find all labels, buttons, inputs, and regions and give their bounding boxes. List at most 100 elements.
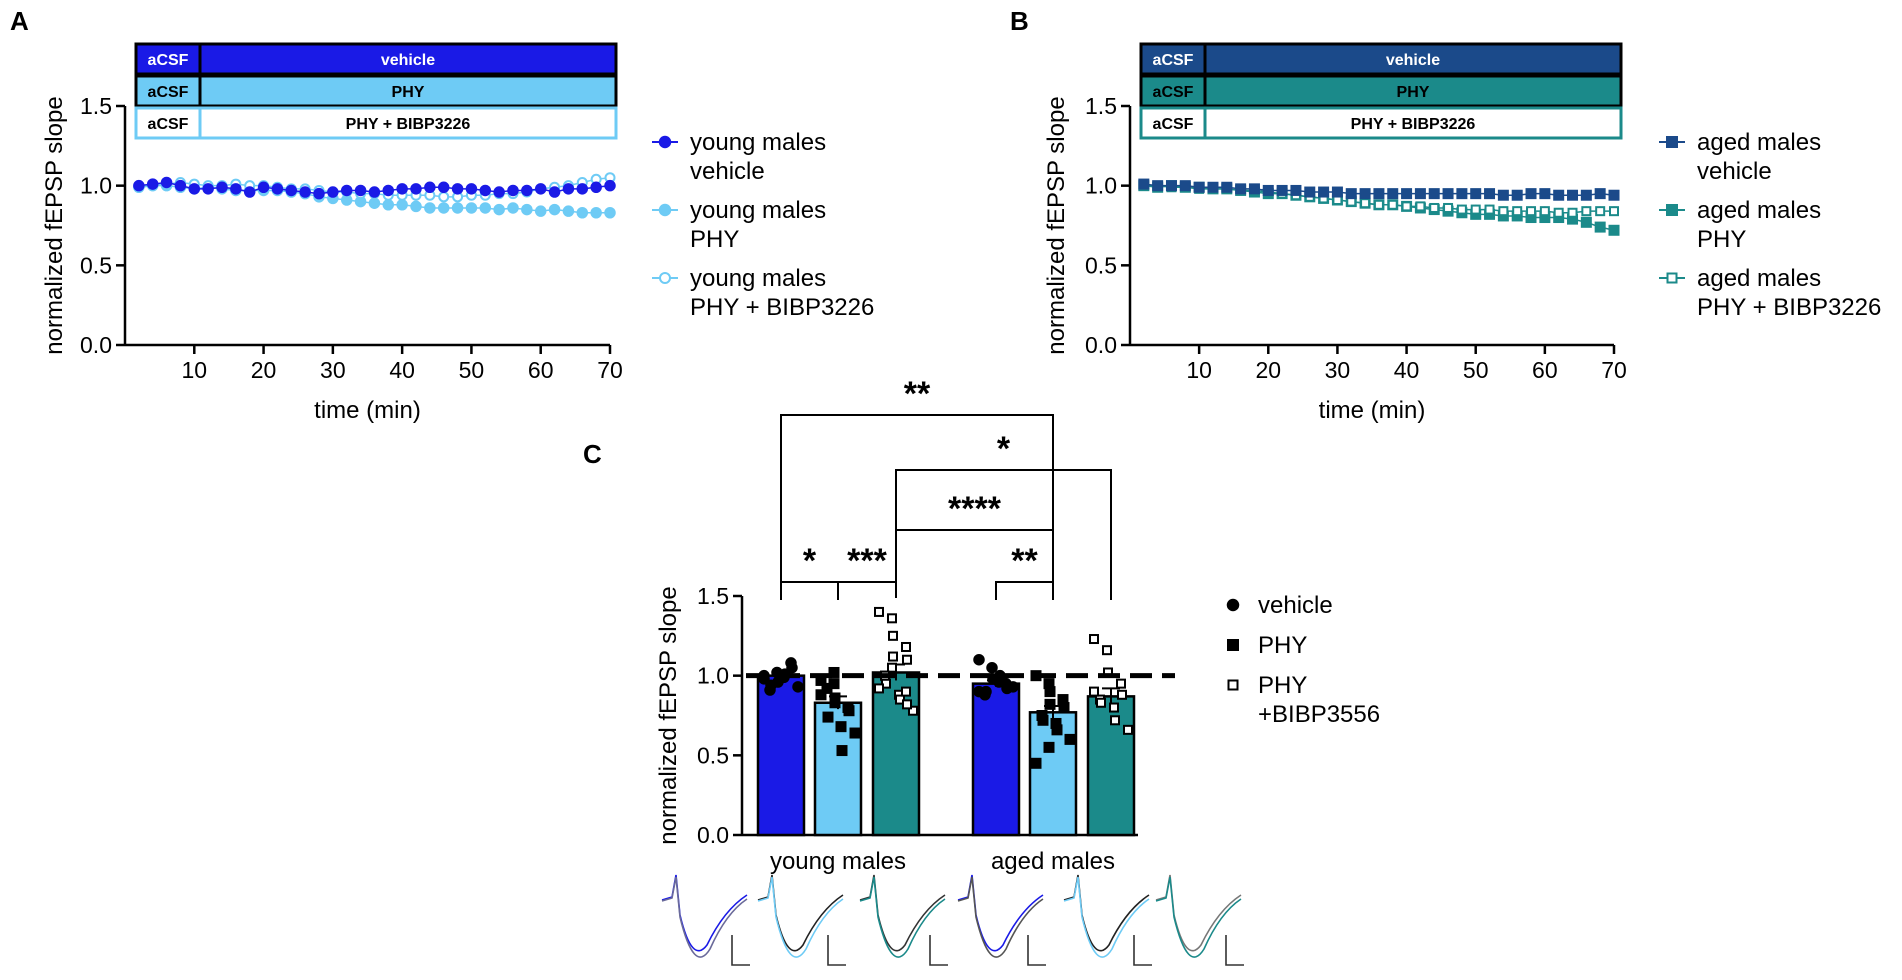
data-point [1567,189,1579,201]
data-point [562,183,575,195]
bar [971,682,1021,837]
data-point [243,186,256,198]
legend-swatch-marker [659,272,671,284]
data-point [327,186,339,198]
bar-data-point [1007,681,1019,693]
x-tick-label: 70 [1601,357,1627,383]
data-point [1345,188,1357,200]
bar-data-point [792,681,804,693]
y-tick-label: 1.5 [80,93,112,119]
bar-data-point [822,711,834,723]
data-point [1152,180,1164,192]
treatment-box [1139,74,1623,108]
legend-label-line2: PHY [1697,226,1746,253]
data-point [230,183,242,195]
group-label: aged males [991,848,1115,875]
data-point [576,183,589,195]
data-point [548,186,561,198]
y-tick-label: 0.0 [697,822,729,848]
data-point [1414,188,1426,200]
trace-scale-bar [1225,935,1244,966]
data-point [1387,199,1398,210]
legend-label-line1: PHY [1258,672,1307,699]
treatment-pre-label: aCSF [148,84,189,101]
data-point [604,207,616,219]
significance-bracket [780,414,1054,600]
data-point [1248,183,1260,195]
treatment-pre-label: aCSF [1153,116,1194,133]
bar-data-point [1110,715,1120,726]
data-point [396,199,408,211]
trace-waveform [859,876,946,958]
data-point [534,183,547,195]
bar-data-point [829,697,841,709]
bar-data-point [902,654,912,665]
bar-data-point [1102,645,1112,656]
data-point [313,187,325,200]
x-tick-label: 20 [1255,357,1281,383]
data-point [1594,221,1606,233]
significance-stars: **** [948,490,1002,528]
data-point [1580,189,1592,201]
legend-marker [1227,639,1239,651]
panel-letter-c: C [583,439,602,469]
legend-swatch-marker [1666,272,1678,284]
trace-waveform [1063,876,1150,958]
data-point [257,181,270,194]
data-point [451,202,464,214]
y-tick-label: 0.5 [80,252,112,278]
data-point [188,183,201,195]
data-point [271,183,284,195]
data-point [1428,188,1440,200]
x-tick-label: 70 [597,357,623,383]
treatment-pre-label: aCSF [1153,84,1194,101]
data-point [521,184,533,197]
legend-label: vehicle [1258,592,1333,619]
data-point [465,183,478,195]
data-point [1553,189,1565,201]
trace-scale-bar [827,935,846,966]
y-tick-label: 1.0 [80,173,112,199]
data-point [1525,188,1537,200]
data-point [576,207,589,219]
treatment-label: PHY + BIBP3226 [1351,116,1476,133]
bar-data-point [887,662,897,673]
data-point [1262,184,1274,196]
legend-label-line2: +BIBP3556 [1258,701,1380,728]
bar-data-point [786,661,798,674]
significance-bracket [895,529,1054,600]
legend-label-line2: PHY [690,226,739,253]
bar-data-point [765,679,777,691]
data-point [1608,224,1620,236]
data-point [1456,188,1468,200]
legend-label-line1: aged males [1697,129,1821,156]
treatment-label: vehicle [1386,52,1440,69]
data-point [1318,186,1330,198]
panel-letter-a: A [10,6,29,36]
legend-label-line2: PHY + BIBP3226 [690,294,874,321]
data-point [146,178,159,190]
bar-data-point [888,630,898,641]
treatment-label: PHY [392,84,425,101]
legend-label-line1: young males [690,129,826,156]
data-point [521,203,533,216]
panel-a-time-course: aCSF vehicle aCSF PHY aCSF PHY + BIBP3226 0.0 0… [41,42,874,424]
significance-bracket [780,581,839,600]
data-point [1443,202,1454,213]
y-tick-label: 0.5 [1085,252,1117,278]
x-tick-label: 30 [320,357,346,383]
x-tick-label: 30 [1325,357,1351,383]
bar-data-point [1058,702,1070,714]
data-point [562,205,575,217]
data-point [1608,189,1620,201]
data-point [1304,186,1316,198]
significance-stars: ** [1011,542,1038,580]
data-point [160,176,173,189]
treatment-box [1139,42,1623,76]
treatment-box [134,106,618,140]
data-point [382,184,395,197]
legend-label-line2: vehicle [1697,158,1772,185]
data-point [1373,199,1384,210]
significance-bracket [995,581,1054,600]
significance-stars: * [997,430,1011,468]
